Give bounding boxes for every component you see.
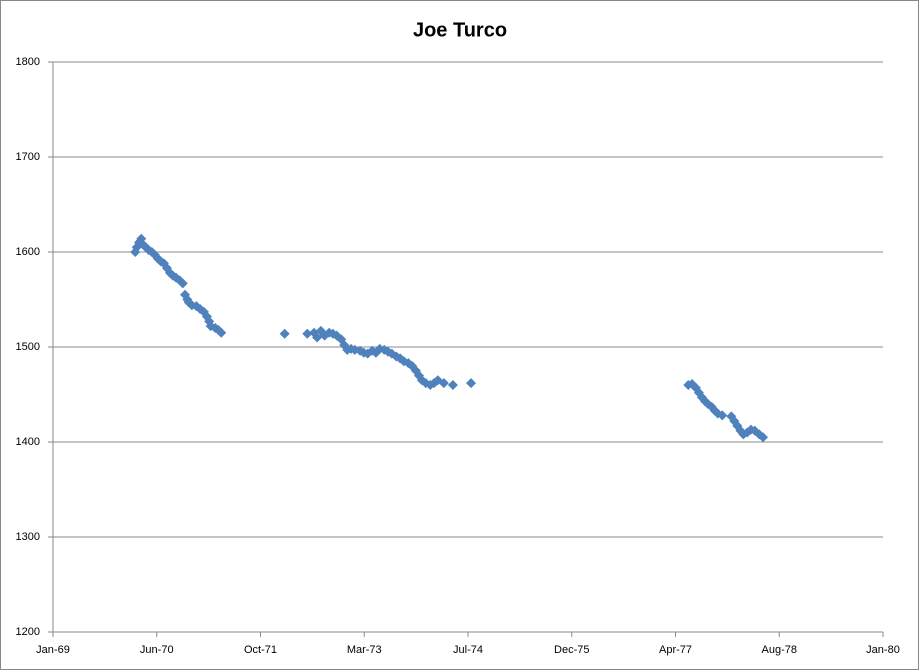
x-tick-label: Aug-78 — [762, 644, 797, 656]
y-tick-label: 1500 — [16, 341, 40, 353]
y-tick-label: 1600 — [16, 246, 40, 258]
y-tick-label: 1700 — [16, 151, 40, 163]
x-tick-label: Jun-70 — [140, 644, 174, 656]
y-tick-label: 1800 — [16, 56, 40, 68]
point — [177, 278, 188, 289]
point — [466, 378, 477, 389]
x-tick-label: Jan-80 — [866, 644, 900, 656]
x-tick-label: Dec-75 — [554, 644, 589, 656]
y-tick-label: 1200 — [16, 626, 40, 638]
x-tick-label: Jan-69 — [36, 644, 70, 656]
point — [438, 378, 449, 389]
point — [312, 332, 323, 343]
chart-title: Joe Turco — [413, 19, 507, 41]
y-tick-label: 1300 — [16, 531, 40, 543]
y-tick-label: 1400 — [16, 436, 40, 448]
point — [717, 410, 728, 421]
x-tick-label: Jul-74 — [453, 644, 483, 656]
point — [447, 380, 458, 390]
x-tick-label: Mar-73 — [347, 644, 382, 656]
x-tick-label: Apr-77 — [659, 644, 692, 656]
x-tick-label: Oct-71 — [244, 644, 277, 656]
point — [279, 328, 290, 339]
point — [216, 327, 227, 338]
point — [302, 328, 313, 339]
point — [758, 432, 769, 443]
